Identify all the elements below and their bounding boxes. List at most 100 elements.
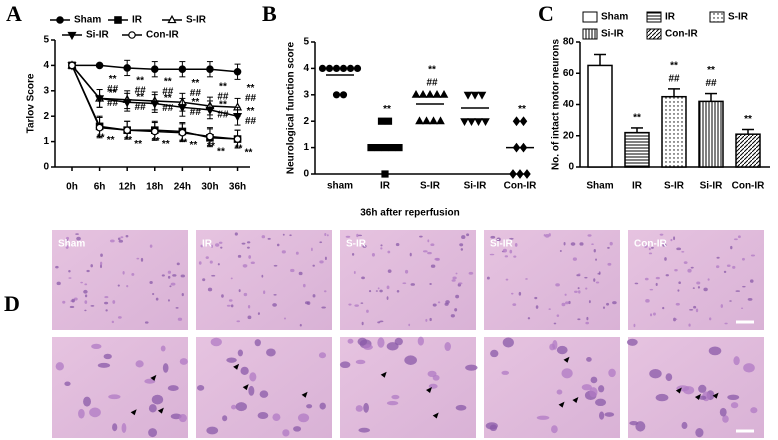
cell: [598, 385, 605, 393]
caption: 36h after reperfusion: [360, 208, 459, 219]
cell: [387, 250, 391, 254]
marker: [377, 117, 386, 125]
cell: [266, 348, 276, 357]
annotation: **: [383, 104, 391, 115]
y-tick-label: 80: [563, 37, 575, 48]
cell: [655, 393, 669, 402]
cell: [293, 426, 302, 432]
annotation: **: [235, 144, 243, 155]
cell: [161, 274, 165, 277]
cell: [136, 257, 140, 260]
marker: [509, 169, 517, 179]
cell: [326, 234, 329, 237]
cell: [681, 421, 688, 430]
cell: [544, 233, 550, 238]
cell: [230, 304, 234, 308]
cell: [425, 318, 428, 322]
cell: [221, 294, 224, 298]
cell: [175, 306, 179, 309]
cell: [55, 362, 64, 371]
cell: [589, 387, 598, 398]
cell: [626, 338, 638, 346]
legend-label: S-IR: [728, 12, 749, 23]
arrowhead: [694, 394, 701, 401]
cell: [653, 312, 656, 316]
cell: [167, 299, 170, 302]
marker: [233, 67, 242, 76]
legend-swatch: [582, 11, 598, 23]
cell: [584, 276, 588, 279]
cell: [368, 289, 372, 293]
cell: [181, 293, 184, 297]
legend-marker: [167, 14, 177, 24]
cell: [121, 423, 127, 433]
cell: [149, 281, 153, 284]
annotation: **: [670, 61, 678, 72]
cell: [226, 304, 231, 307]
bar: [624, 131, 650, 168]
annotation: ##: [107, 84, 119, 95]
cell: [360, 302, 364, 304]
cell: [459, 243, 464, 247]
cell: [97, 362, 111, 368]
legend-label: IR: [665, 12, 676, 23]
cell: [676, 247, 682, 251]
marker: [150, 100, 160, 109]
cell: [76, 236, 81, 241]
cell: [730, 402, 739, 409]
cell: [595, 281, 600, 284]
cell: [649, 288, 654, 291]
cell: [242, 264, 248, 268]
cell: [635, 421, 646, 432]
cell: [339, 361, 351, 369]
cell: [688, 323, 691, 327]
cell: [732, 265, 736, 269]
y-tick-label: 20: [563, 130, 575, 141]
image-label: Sham: [58, 239, 85, 250]
cell: [675, 302, 680, 306]
cell: [458, 282, 463, 285]
marker: [512, 116, 521, 127]
cell: [112, 300, 116, 304]
cell: [577, 273, 581, 275]
cell: [363, 402, 369, 413]
legend-label: S-IR: [186, 15, 207, 26]
cell: [126, 284, 129, 288]
marker: [422, 116, 431, 125]
cell: [230, 277, 233, 280]
arrowhead: [157, 407, 164, 414]
cell: [179, 358, 188, 365]
cell: [429, 282, 432, 286]
annotation: **: [109, 74, 117, 85]
cell: [486, 276, 490, 280]
annotation: ##: [217, 109, 229, 120]
cell: [466, 233, 470, 237]
cell: [577, 287, 580, 290]
y-axis-label: No. of intact motor neurons: [551, 39, 562, 171]
cell: [108, 394, 121, 400]
cell: [502, 337, 514, 348]
cell: [586, 316, 589, 321]
cell: [595, 398, 607, 407]
annotation: ##: [135, 85, 147, 96]
cell: [254, 339, 261, 347]
annotation: **: [219, 99, 227, 110]
cell: [371, 252, 375, 257]
cell: [396, 289, 400, 293]
cell: [355, 359, 366, 365]
cell: [553, 322, 557, 325]
cell: [722, 415, 729, 423]
marker: [481, 118, 490, 127]
cell: [348, 303, 352, 306]
cell: [588, 300, 591, 304]
cell: [323, 290, 327, 293]
x-tick-label: 30h: [201, 182, 218, 193]
cell: [324, 232, 327, 236]
annotation: ##: [107, 98, 119, 109]
cell: [683, 261, 688, 264]
legend-swatch: [582, 28, 598, 40]
cell: [234, 232, 238, 236]
cell: [289, 234, 292, 237]
cell: [354, 304, 359, 307]
cell: [556, 314, 560, 317]
